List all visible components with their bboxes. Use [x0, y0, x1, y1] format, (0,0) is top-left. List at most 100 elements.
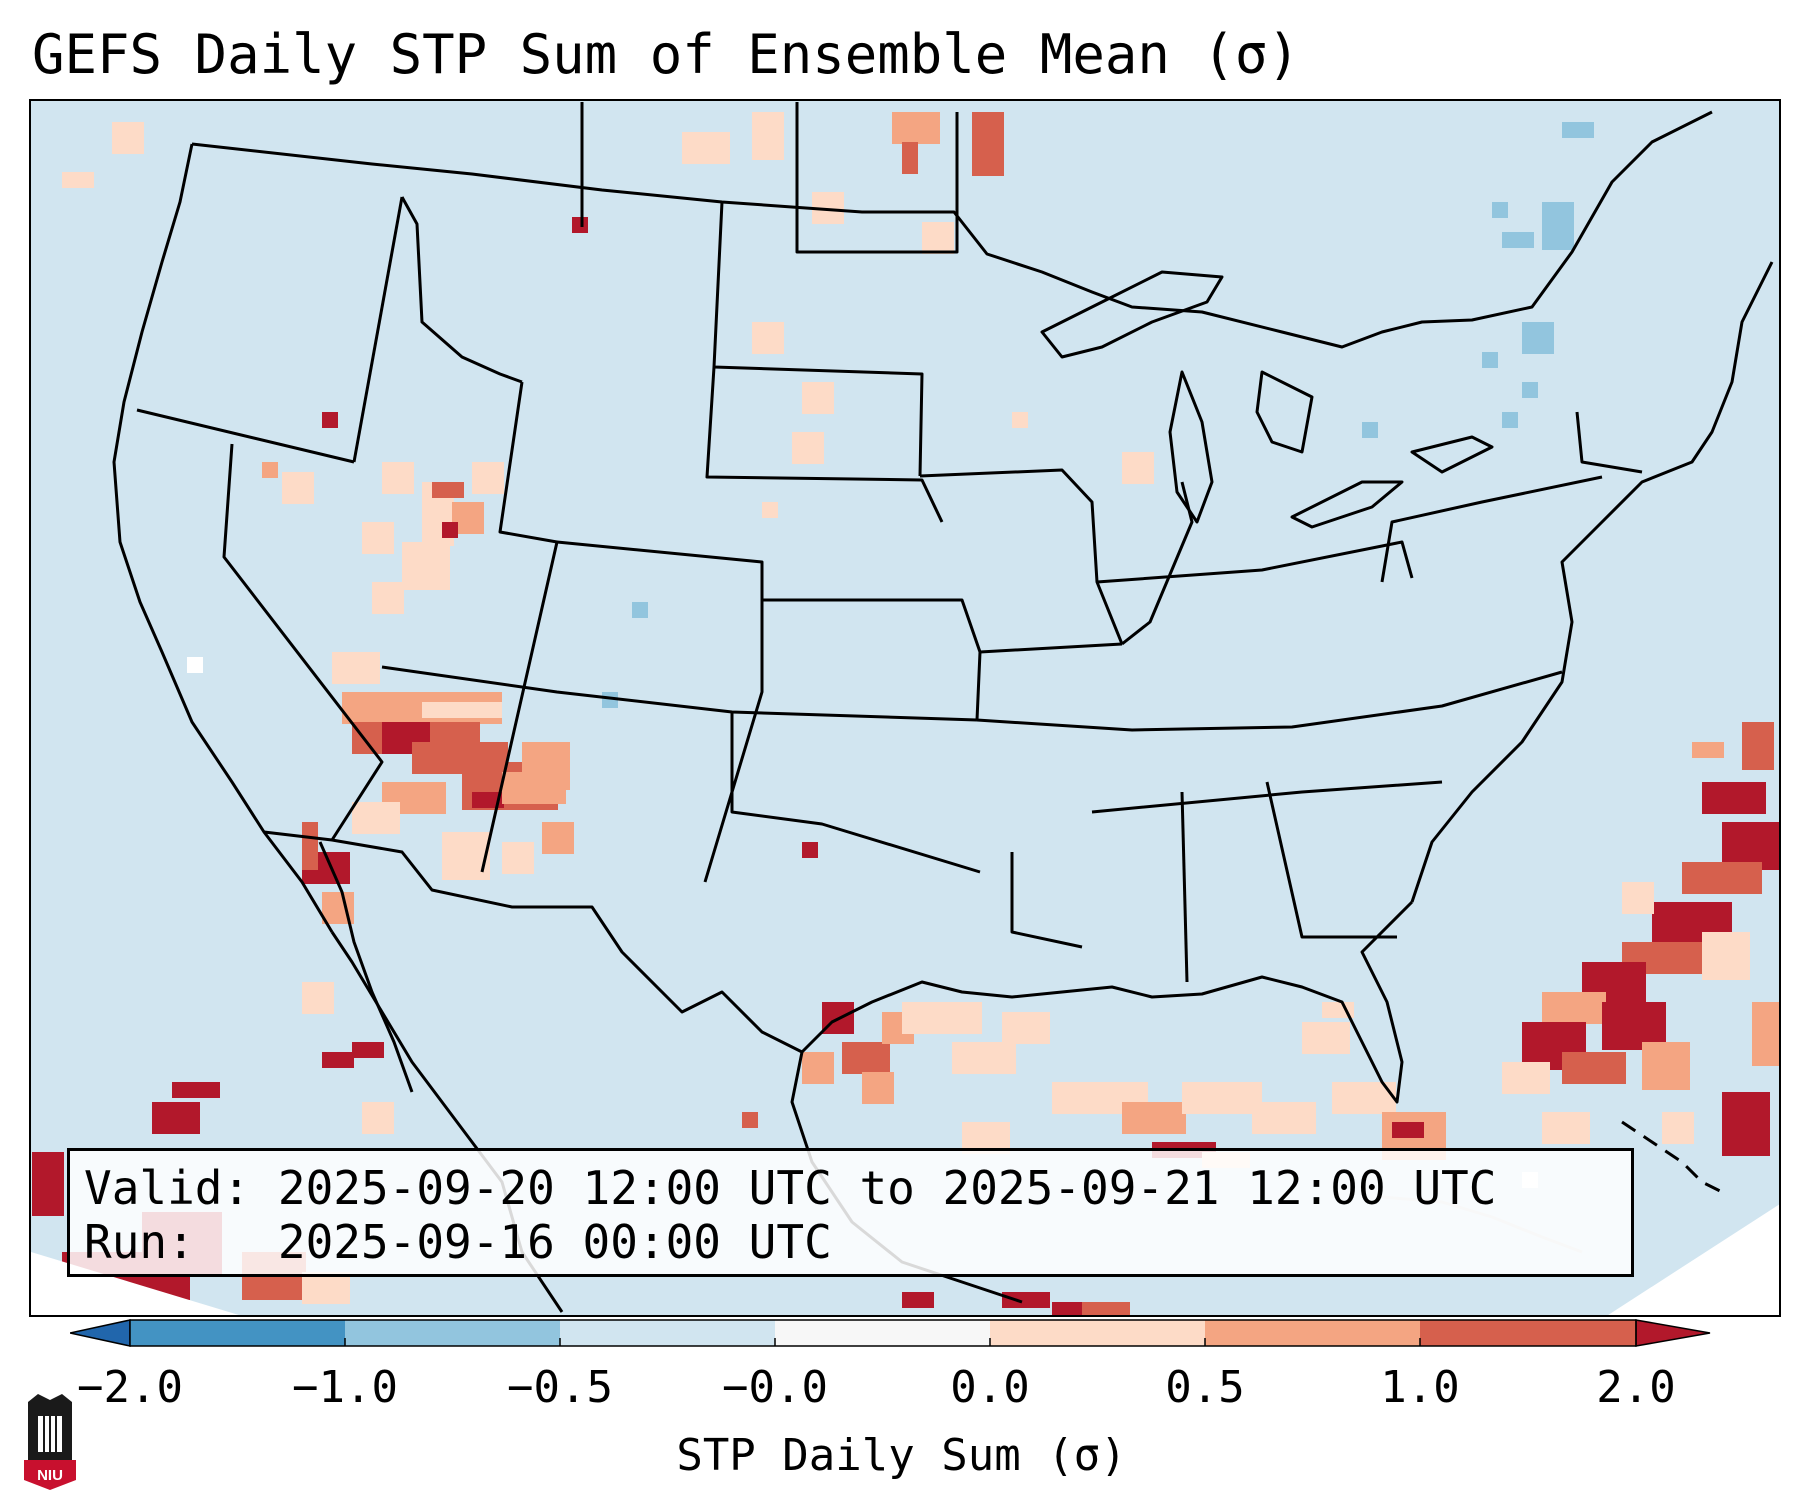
colorbar-tick-label: −0.0	[722, 1362, 828, 1413]
colorbar-tick-label: 2.0	[1596, 1362, 1676, 1413]
state-line	[400, 196, 523, 384]
anomaly-cell	[262, 462, 278, 478]
anomaly-cell	[542, 822, 574, 854]
anomaly-cell	[1392, 1122, 1424, 1138]
colorbar-segment	[560, 1320, 775, 1346]
anomaly-cell	[1522, 382, 1538, 398]
anomaly-cell	[792, 432, 824, 464]
anomaly-cell	[742, 1112, 758, 1128]
state-line	[795, 102, 959, 254]
anomaly-cell	[432, 482, 464, 498]
anomaly-cell	[1492, 202, 1508, 218]
anomaly-cell	[922, 222, 954, 254]
anomaly-cell	[1692, 742, 1724, 758]
anomaly-cell	[332, 652, 380, 684]
anomaly-cell	[112, 122, 144, 154]
state-line	[381, 665, 978, 722]
anomaly-cell	[1362, 422, 1378, 438]
anomaly-cell	[152, 1102, 200, 1134]
state-line	[919, 468, 1124, 645]
anomaly-cell	[802, 1052, 834, 1084]
run-value: 2025-09-16 00:00 UTC	[277, 1215, 832, 1269]
lake-huron	[1255, 370, 1314, 454]
colorbar-tick-label: −2.0	[77, 1362, 183, 1413]
state-line	[705, 366, 944, 523]
anomaly-cell	[682, 132, 730, 164]
state-line	[1265, 781, 1397, 939]
anomaly-cell	[752, 322, 784, 354]
state-line	[1575, 411, 1643, 474]
run-row: Run: 2025-09-16 00:00 UTC	[84, 1215, 1631, 1269]
us-west-coast	[112, 143, 334, 933]
anomaly-cells	[31, 112, 1779, 1315]
anomaly-cell	[1742, 722, 1774, 770]
anomaly-cell	[302, 822, 318, 870]
anomaly-cell	[172, 1082, 220, 1098]
colorbar-segment	[130, 1320, 345, 1346]
us-canada-border	[191, 110, 1713, 349]
baja-peninsula	[318, 841, 414, 1093]
anomaly-cell	[372, 582, 404, 614]
colorbar-tick-label: 0.5	[1165, 1362, 1245, 1413]
anomaly-cell	[522, 742, 570, 790]
anomaly-cell	[1722, 1092, 1770, 1156]
anomaly-cell	[442, 522, 458, 538]
valid-value: 2025-09-20 12:00 UTC to 2025-09-21 12:00…	[277, 1161, 1497, 1215]
anomaly-cell	[1622, 882, 1654, 914]
anomaly-cell	[422, 702, 502, 718]
anomaly-cell	[862, 1072, 894, 1104]
anomaly-cell	[1002, 1012, 1050, 1044]
anomaly-cell	[902, 142, 918, 174]
anomaly-cell	[352, 1042, 384, 1058]
gulf-coast	[800, 900, 1414, 1104]
state-line	[1180, 791, 1189, 983]
colorbar-tick-label: −1.0	[292, 1362, 398, 1413]
anomaly-cell	[1122, 452, 1154, 484]
anomaly-cell	[572, 217, 588, 233]
anomaly-cell	[752, 112, 784, 160]
anomaly-cell	[1662, 1112, 1694, 1144]
anomaly-cell	[32, 1152, 64, 1216]
state-line	[136, 408, 355, 464]
anomaly-cell	[902, 1292, 934, 1308]
anomaly-cell	[352, 802, 400, 834]
validity-info-box: Valid: 2025-09-20 12:00 UTC to 2025-09-2…	[67, 1148, 1634, 1277]
chart-title: GEFS Daily STP Sum of Ensemble Mean (σ)	[32, 23, 1300, 86]
anomaly-cell	[1322, 1002, 1354, 1018]
colorbar	[70, 1319, 1711, 1347]
anomaly-cell	[1702, 782, 1766, 814]
anomaly-cell	[1482, 352, 1498, 368]
anomaly-cell	[402, 542, 450, 590]
anomaly-cell	[1002, 1292, 1050, 1308]
anomaly-cell	[1502, 412, 1518, 428]
anomaly-cell	[1702, 932, 1750, 980]
anomaly-cell	[502, 842, 534, 874]
anomaly-cell	[322, 412, 338, 428]
anomaly-cell	[302, 1272, 350, 1304]
anomaly-cell	[972, 112, 1004, 176]
anomaly-cell	[802, 382, 834, 414]
anomaly-cell	[952, 1042, 1016, 1074]
state-line	[1010, 852, 1083, 949]
colorbar-segment	[990, 1320, 1205, 1346]
east-coast	[1410, 261, 1774, 903]
state-line	[1091, 780, 1443, 814]
run-label: Run:	[84, 1215, 195, 1269]
anomaly-cell	[762, 502, 778, 518]
state-line	[730, 712, 981, 874]
colorbar-segment	[1420, 1320, 1636, 1346]
state-line	[352, 196, 404, 463]
state-line	[760, 562, 982, 721]
lake-superior	[1040, 270, 1224, 359]
anomaly-cell	[62, 172, 94, 188]
lake-ontario	[1410, 435, 1494, 474]
state-line	[1380, 475, 1603, 583]
anomaly-cell	[902, 1002, 982, 1034]
anomaly-cell	[1562, 1052, 1626, 1084]
valid-row: Valid: 2025-09-20 12:00 UTC to 2025-09-2…	[84, 1161, 1631, 1215]
anomaly-cell	[1522, 322, 1554, 354]
anomaly-cell	[1502, 1062, 1550, 1094]
anomaly-cell	[842, 1042, 890, 1074]
anomaly-cell	[1252, 1102, 1316, 1134]
colorbar-tick-label: −0.5	[507, 1362, 613, 1413]
